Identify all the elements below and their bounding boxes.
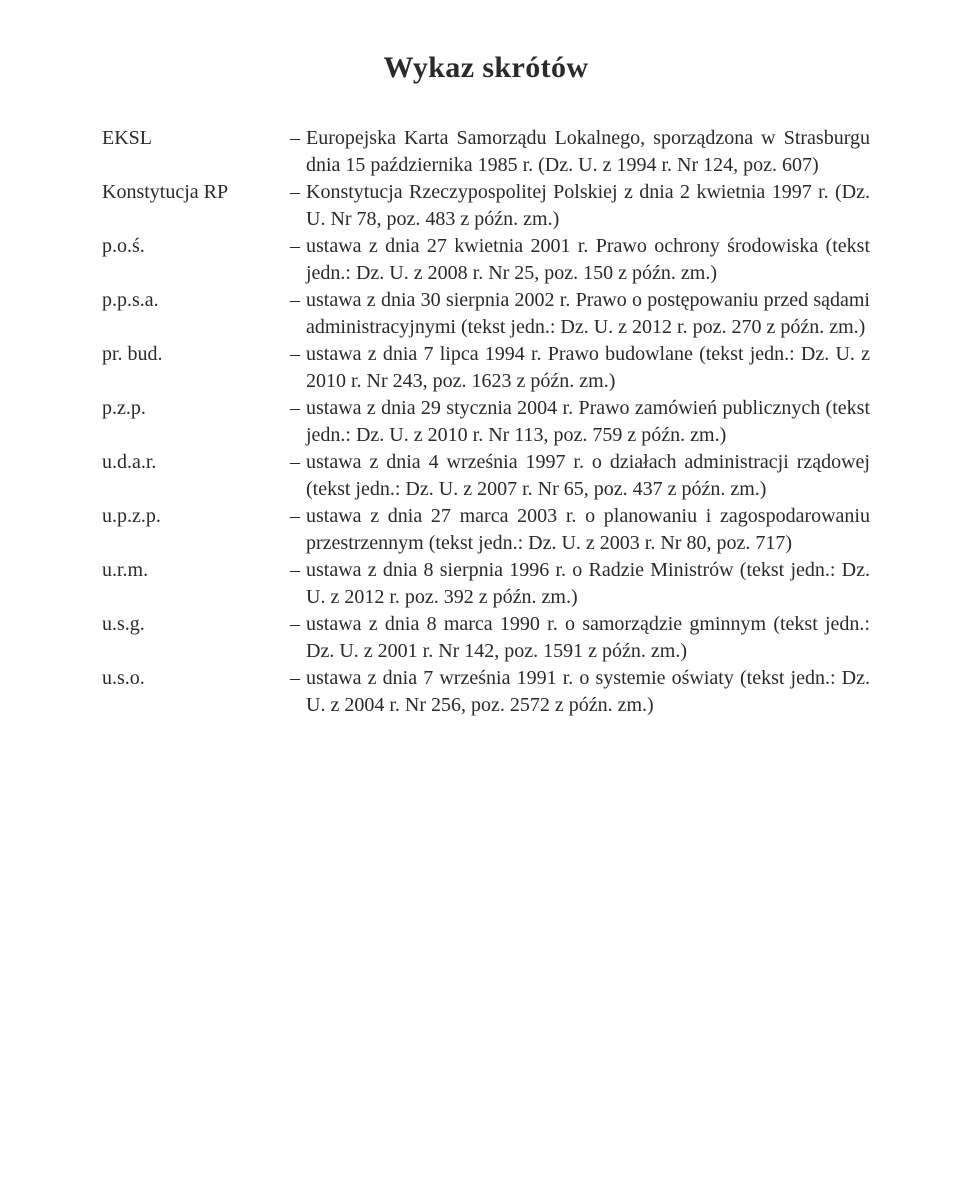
abbr-term: p.z.p. [102,395,290,422]
dash-separator: – [290,287,306,314]
abbr-term: pr. bud. [102,341,290,368]
abbr-entry: u.s.g.–ustawa z dnia 8 marca 1990 r. o s… [102,611,870,665]
abbr-entry: u.d.a.r.–ustawa z dnia 4 września 1997 r… [102,449,870,503]
abbr-definition: ustawa z dnia 7 lipca 1994 r. Prawo budo… [306,341,870,395]
abbr-definition: ustawa z dnia 4 września 1997 r. o dział… [306,449,870,503]
abbr-term: u.p.z.p. [102,503,290,530]
abbr-definition: ustawa z dnia 8 sierpnia 1996 r. o Radzi… [306,557,870,611]
abbr-definition: Konstytucja Rzeczypospolitej Polskiej z … [306,179,870,233]
abbr-entry: p.p.s.a.–ustawa z dnia 30 sierpnia 2002 … [102,287,870,341]
dash-separator: – [290,503,306,530]
abbr-entry: u.s.o.–ustawa z dnia 7 września 1991 r. … [102,665,870,719]
abbr-term: p.p.s.a. [102,287,290,314]
abbr-definition: ustawa z dnia 8 marca 1990 r. o samorząd… [306,611,870,665]
abbr-definition: ustawa z dnia 27 kwietnia 2001 r. Prawo … [306,233,870,287]
abbr-term: EKSL [102,125,290,152]
dash-separator: – [290,557,306,584]
abbr-entry: p.z.p.–ustawa z dnia 29 stycznia 2004 r.… [102,395,870,449]
abbr-entry: EKSL–Europejska Karta Samorządu Lokalneg… [102,125,870,179]
dash-separator: – [290,341,306,368]
abbr-definition: ustawa z dnia 7 września 1991 r. o syste… [306,665,870,719]
abbr-definition: Europejska Karta Samorządu Lokalnego, sp… [306,125,870,179]
abbr-term: u.d.a.r. [102,449,290,476]
abbr-term: u.s.o. [102,665,290,692]
abbr-entry: u.r.m.–ustawa z dnia 8 sierpnia 1996 r. … [102,557,870,611]
dash-separator: – [290,449,306,476]
abbr-definition: ustawa z dnia 29 stycznia 2004 r. Prawo … [306,395,870,449]
abbr-entry: Konstytucja RP–Konstytucja Rzeczypospoli… [102,179,870,233]
abbr-term: u.s.g. [102,611,290,638]
abbr-term: p.o.ś. [102,233,290,260]
abbr-entry: p.o.ś.–ustawa z dnia 27 kwietnia 2001 r.… [102,233,870,287]
abbr-term: Konstytucja RP [102,179,290,206]
dash-separator: – [290,395,306,422]
abbr-entry: u.p.z.p.–ustawa z dnia 27 marca 2003 r. … [102,503,870,557]
abbr-definition: ustawa z dnia 30 sierpnia 2002 r. Prawo … [306,287,870,341]
abbr-definition: ustawa z dnia 27 marca 2003 r. o planowa… [306,503,870,557]
page-title: Wykaz skrótów [102,54,870,81]
abbr-term: u.r.m. [102,557,290,584]
page: Wykaz skrótów EKSL–Europejska Karta Samo… [0,0,960,1197]
abbr-entry: pr. bud.–ustawa z dnia 7 lipca 1994 r. P… [102,341,870,395]
abbreviation-list: EKSL–Europejska Karta Samorządu Lokalneg… [102,125,870,719]
dash-separator: – [290,179,306,206]
dash-separator: – [290,233,306,260]
dash-separator: – [290,611,306,638]
dash-separator: – [290,125,306,152]
dash-separator: – [290,665,306,692]
